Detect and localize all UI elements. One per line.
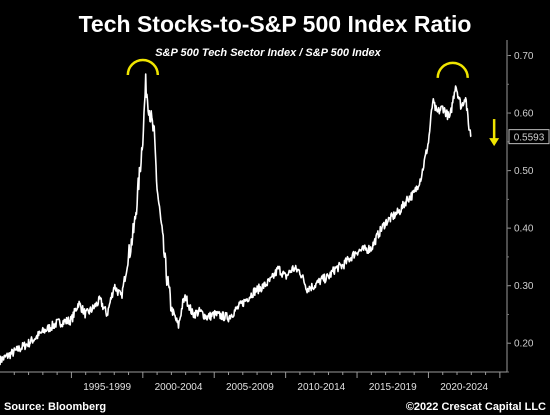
copyright-label: ©2022 Crescat Capital LLC xyxy=(406,401,546,413)
chart-subtitle: S&P 500 Tech Sector Index / S&P 500 Inde… xyxy=(155,47,381,59)
x-tick-label: 2010-2014 xyxy=(297,382,345,393)
x-tick-label: 1995-1999 xyxy=(83,382,131,393)
chart-title: Tech Stocks-to-S&P 500 Index Ratio xyxy=(79,11,472,37)
down-arrow-head xyxy=(489,138,500,147)
last-value-box xyxy=(508,129,550,145)
y-tick-label: 0.30 xyxy=(514,281,534,292)
peak-arc-annotation xyxy=(436,61,469,78)
y-tick-label: 0.70 xyxy=(514,51,534,62)
x-tick-label: 2015-2019 xyxy=(369,382,417,393)
y-tick-label: 0.20 xyxy=(514,339,534,350)
x-tick-label: 2005-2009 xyxy=(226,382,274,393)
y-tick-label: 0.40 xyxy=(514,224,534,235)
series-line xyxy=(0,73,472,366)
peak-arc-annotation xyxy=(126,58,160,76)
x-tick-label: 2000-2004 xyxy=(155,382,203,393)
x-tick-label: 2020-2024 xyxy=(440,382,488,393)
y-tick-label: 0.50 xyxy=(514,166,534,177)
plot-area: 0.20 0.30 0.40 0.50 0.60 0.70 1995-1999 2000-20… xyxy=(0,40,550,393)
y-tick-label: 0.60 xyxy=(514,109,534,120)
source-label: Source: Bloomberg xyxy=(4,401,106,413)
last-value-label: 0.5593 xyxy=(514,133,545,144)
